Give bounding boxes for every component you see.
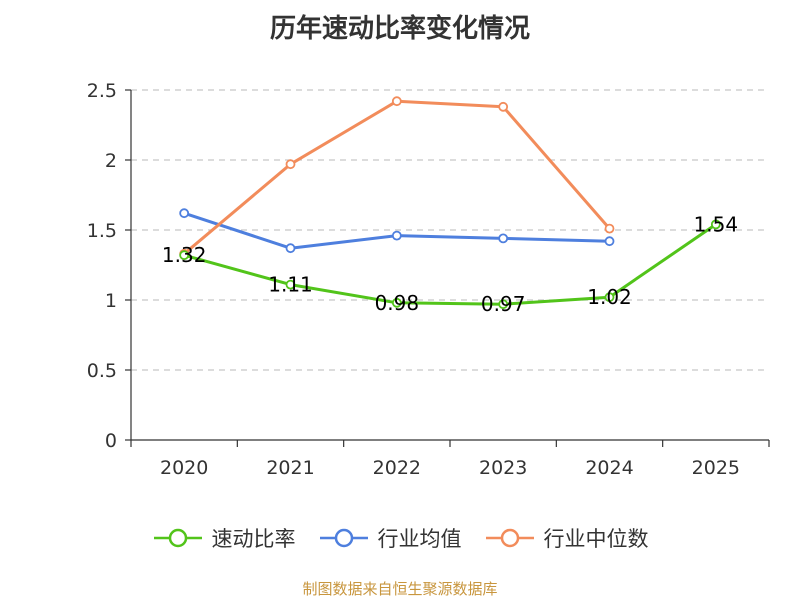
data-point-industry-mean [604, 236, 615, 247]
data-point-quick-ratio [604, 292, 615, 303]
data-point-industry-mean [285, 243, 296, 254]
x-tick-label: 2022 [373, 457, 421, 479]
legend-swatch-quick-ratio-icon [153, 528, 202, 548]
legend-label-quick-ratio: 速动比率 [211, 527, 296, 551]
chart-title: 历年速动比率变化情况 [269, 14, 530, 44]
y-tick-label: 2 [105, 150, 117, 172]
data-point-quick-ratio [710, 219, 721, 230]
data-point-quick-ratio [179, 250, 190, 261]
label-layer: 1.32 1.11 0.98 0.97 1.02 1.54 [162, 212, 738, 316]
data-label: 1.11 [268, 273, 313, 297]
y-tick-label: 1.5 [87, 220, 117, 242]
y-tick-label: 0 [105, 430, 117, 452]
legend-label-industry-mean: 行业均值 [377, 527, 462, 551]
y-tick-label: 1 [105, 290, 117, 312]
data-point-quick-ratio [391, 297, 402, 308]
data-point-industry-median [498, 101, 509, 112]
legend-item-quick-ratio[interactable]: 速动比率 [152, 523, 296, 553]
x-tick-label: 2023 [479, 457, 527, 479]
legend-swatch-industry-median-icon [485, 528, 534, 548]
x-tick-label: 2020 [160, 457, 208, 479]
source-note: 制图数据来自恒生聚源数据库 [302, 580, 498, 598]
data-point-quick-ratio [285, 279, 296, 290]
legend-label-industry-median: 行业中位数 [543, 527, 649, 551]
data-point-quick-ratio [498, 299, 509, 310]
data-label: 0.97 [481, 292, 526, 316]
series-line-quick-ratio [183, 223, 717, 306]
data-point-industry-mean [498, 233, 509, 244]
data-label: 1.54 [694, 212, 739, 236]
x-tick-label: 2024 [585, 457, 633, 479]
data-point-industry-mean [391, 230, 402, 241]
grid-layer [131, 89, 769, 371]
axis-layer: 0 0.5 1 1.5 2 2.5 2020 2021 2022 2023 2024 2025 [87, 80, 770, 479]
y-tick-label: 0.5 [87, 360, 117, 382]
series-line-industry-mean [183, 211, 610, 250]
data-point-industry-mean [179, 208, 190, 219]
legend: 速动比率 行业均值 行业中位数 [0, 520, 800, 556]
data-point-industry-median [391, 96, 402, 107]
legend-item-industry-mean[interactable]: 行业均值 [318, 523, 462, 553]
data-point-industry-median [604, 223, 615, 234]
series-layer [179, 96, 721, 310]
data-point-industry-median [285, 159, 296, 170]
x-tick-label: 2025 [692, 457, 740, 479]
data-label: 0.98 [375, 291, 420, 315]
x-tick-label: 2021 [266, 457, 314, 479]
data-label: 1.32 [162, 243, 207, 267]
legend-swatch-industry-mean-icon [319, 528, 368, 548]
y-tick-label: 2.5 [87, 80, 117, 102]
data-label: 1.02 [587, 285, 632, 309]
legend-item-industry-median[interactable]: 行业中位数 [484, 523, 649, 553]
